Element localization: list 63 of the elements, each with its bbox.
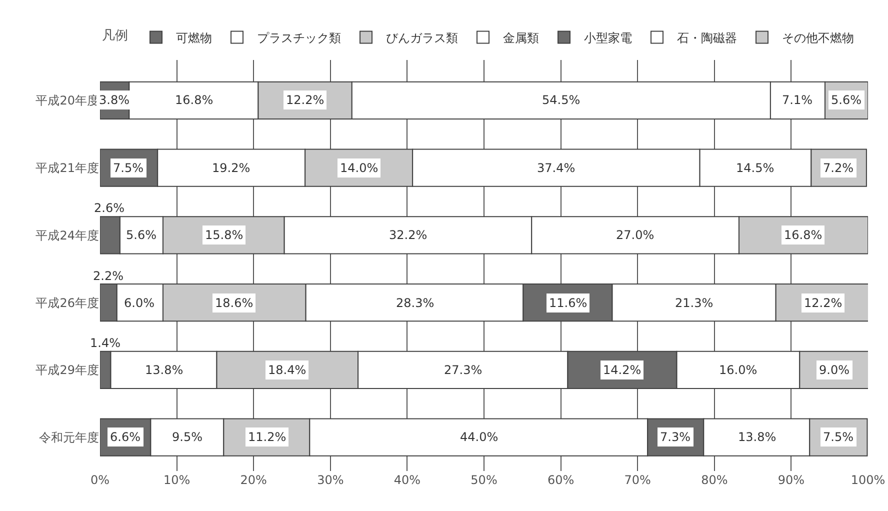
data-label: 21.3% [675, 296, 714, 310]
data-label: 7.1% [782, 93, 812, 107]
data-label: 3.8% [99, 93, 130, 107]
data-label: 27.0% [616, 228, 654, 242]
data-label: 14.5% [736, 161, 774, 175]
data-label: 18.4% [268, 363, 306, 377]
data-label: 7.3% [660, 430, 690, 444]
data-label: 9.5% [172, 430, 202, 444]
data-label: 32.2% [389, 228, 428, 242]
data-label: 13.8% [145, 363, 184, 377]
data-label: 18.6% [215, 296, 254, 310]
y-tick-label: 平成21年度 [36, 161, 99, 175]
data-label: 14.2% [603, 363, 642, 377]
data-label: 15.8% [205, 228, 244, 242]
data-label: 2.2% [93, 269, 124, 283]
data-label: 54.5% [542, 93, 580, 107]
data-label: 14.0% [340, 161, 378, 175]
data-label: 1.4% [90, 336, 120, 350]
data-label: 37.4% [537, 161, 576, 175]
legend-label: 小型家電 [584, 30, 632, 45]
data-label: 16.8% [175, 93, 214, 107]
data-label: 12.2% [286, 93, 324, 107]
y-tick-label: 平成29年度 [36, 363, 99, 378]
data-label: 16.0% [719, 363, 758, 377]
legend-label: 石・陶磁器 [677, 30, 737, 45]
data-label: 44.0% [460, 430, 498, 444]
legend-title: 凡例 [102, 28, 128, 44]
x-tick-label: 0% [90, 473, 110, 487]
data-label: 7.2% [823, 161, 854, 175]
data-label: 12.2% [804, 296, 842, 310]
x-tick-label: 70% [624, 473, 651, 487]
x-tick-label: 90% [778, 473, 805, 487]
data-label: 7.5% [113, 161, 144, 175]
legend-label: その他不燃物 [782, 30, 854, 45]
x-tick-label: 80% [701, 473, 728, 487]
data-label: 5.6% [126, 228, 156, 242]
data-label: 11.6% [549, 296, 588, 310]
legend-label: プラスチック類 [257, 30, 341, 45]
y-tick-label: 平成24年度 [36, 228, 99, 242]
y-tick-label: 令和元年度 [39, 430, 99, 445]
data-label: 27.3% [444, 363, 482, 377]
x-tick-label: 10% [163, 473, 190, 487]
data-label: 6.6% [110, 430, 140, 444]
data-label: 2.6% [94, 201, 124, 215]
data-label: 19.2% [212, 161, 250, 175]
legend-label: 金属類 [503, 30, 539, 45]
x-tick-label: 30% [317, 473, 344, 487]
x-tick-label: 60% [547, 473, 574, 487]
y-tick-label: 平成26年度 [36, 296, 99, 310]
data-label: 5.6% [831, 93, 862, 107]
data-label: 11.2% [248, 430, 286, 444]
legend-label: 可燃物 [176, 30, 212, 45]
data-label: 28.3% [396, 296, 434, 310]
data-label: 6.0% [124, 296, 154, 310]
data-label: 9.0% [819, 363, 850, 377]
x-tick-label: 100% [850, 473, 886, 487]
legend-label: びんガラス類 [386, 30, 458, 45]
x-tick-label: 50% [470, 473, 498, 487]
data-label: 16.8% [784, 228, 822, 242]
x-tick-label: 40% [394, 473, 421, 487]
data-label: 13.8% [738, 430, 776, 444]
x-tick-label: 20% [240, 473, 267, 487]
data-label: 7.5% [823, 430, 854, 444]
